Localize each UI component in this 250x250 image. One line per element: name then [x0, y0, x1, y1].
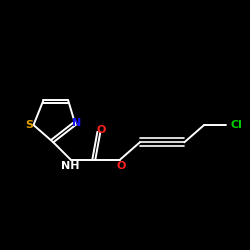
Text: O: O — [116, 161, 126, 171]
Text: O: O — [97, 126, 106, 136]
Text: N: N — [72, 118, 82, 128]
Text: NH: NH — [61, 161, 80, 171]
Text: Cl: Cl — [231, 120, 243, 130]
Text: S: S — [25, 120, 33, 130]
